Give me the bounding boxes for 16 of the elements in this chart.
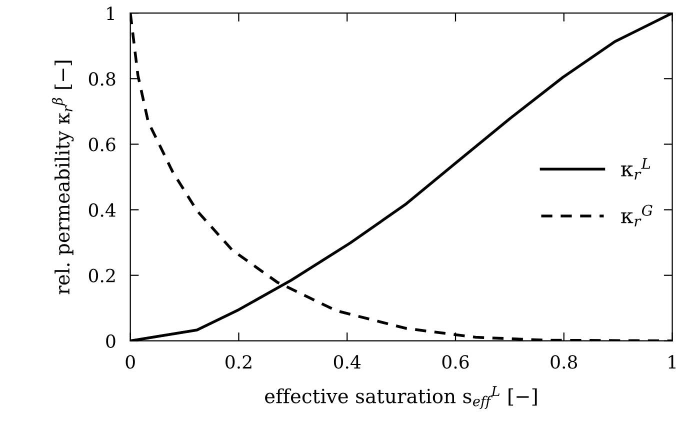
y-tick-label: 0.4 — [88, 203, 116, 217]
x-tick-label: 0 — [126, 355, 135, 369]
x-tick-label: 0.8 — [550, 355, 578, 369]
legend-label: κ$_{r}$$^{L}$ — [621, 158, 650, 180]
y-tick-label: 0.8 — [88, 72, 116, 86]
y-tick-label: 1 — [107, 6, 114, 20]
x-tick-label: 0.6 — [442, 355, 469, 369]
x-axis-title: effective saturation s$_{eff}$$^{L}$ [−] — [265, 386, 537, 409]
x-tick-label: 0.4 — [334, 355, 361, 369]
x-tick-label: 1 — [668, 355, 676, 368]
y-tick-label: 0.2 — [88, 268, 115, 282]
y-axis-title: rel. permeability κ$_{r}$$^{β}$ [−] — [52, 60, 74, 294]
y-tick-label: 0 — [106, 334, 116, 348]
legend-label: κ$_{r}$$^{G}$ — [621, 204, 652, 226]
x-tick-label: 0.2 — [226, 355, 252, 369]
y-tick-label: 0.6 — [88, 138, 116, 152]
